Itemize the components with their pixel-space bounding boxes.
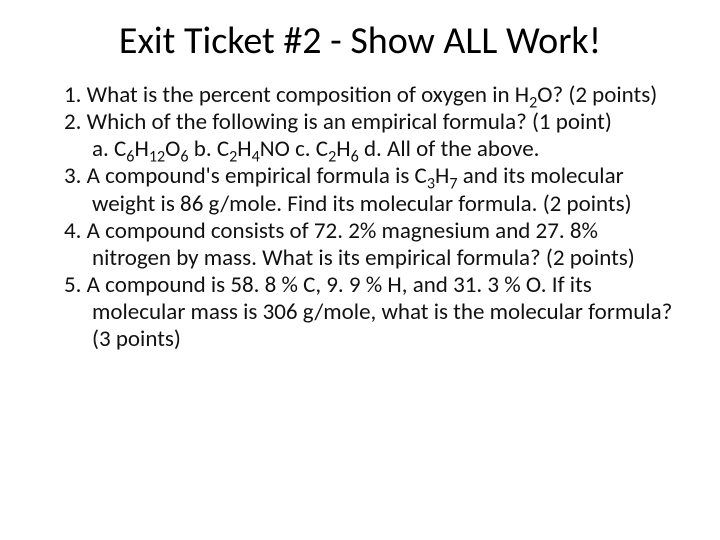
- slide: Exit Ticket #2 - Show ALL Work! 1. What …: [0, 0, 720, 540]
- q3-text-a: 3. A compound's empirical formula is C: [64, 162, 427, 190]
- question-5: 5. A compound is 58. 8 % C, 9. 9 % H, an…: [40, 272, 680, 353]
- q2c-f: NO c. C: [260, 135, 328, 163]
- q3-text-b: H: [435, 162, 449, 190]
- question-list: 1. What is the percent composition of ox…: [40, 82, 680, 353]
- slide-title: Exit Ticket #2 - Show ALL Work!: [40, 18, 680, 64]
- question-2: 2. Which of the following is an empirica…: [40, 109, 680, 136]
- q2-text: 2. Which of the following is an empirica…: [64, 108, 612, 136]
- q2c-a: a. C: [92, 135, 126, 163]
- q5-text: 5. A compound is 58. 8 % C, 9. 9 % H, an…: [64, 271, 672, 353]
- q2c-b: H: [134, 135, 148, 163]
- question-1: 1. What is the percent composition of ox…: [40, 82, 680, 109]
- question-3: 3. A compound's empirical formula is C3H…: [40, 163, 680, 217]
- question-4: 4. A compound consists of 72. 2% magnesi…: [40, 218, 680, 272]
- q2c-d: b. C: [189, 135, 230, 163]
- question-2-choices: a. C6H12O6 b. C2H4NO c. C2H6 d. All of t…: [40, 136, 680, 163]
- q2c-e: H: [237, 135, 251, 163]
- q4-text: 4. A compound consists of 72. 2% magnesi…: [64, 217, 635, 272]
- q2c-g: H: [336, 135, 350, 163]
- q2c-c: O: [165, 135, 180, 163]
- q2c-h: d. All of the above.: [359, 135, 540, 163]
- q1-text-a: 1. What is the percent composition of ox…: [64, 81, 529, 109]
- q1-text-b: O? (2 points): [537, 81, 657, 109]
